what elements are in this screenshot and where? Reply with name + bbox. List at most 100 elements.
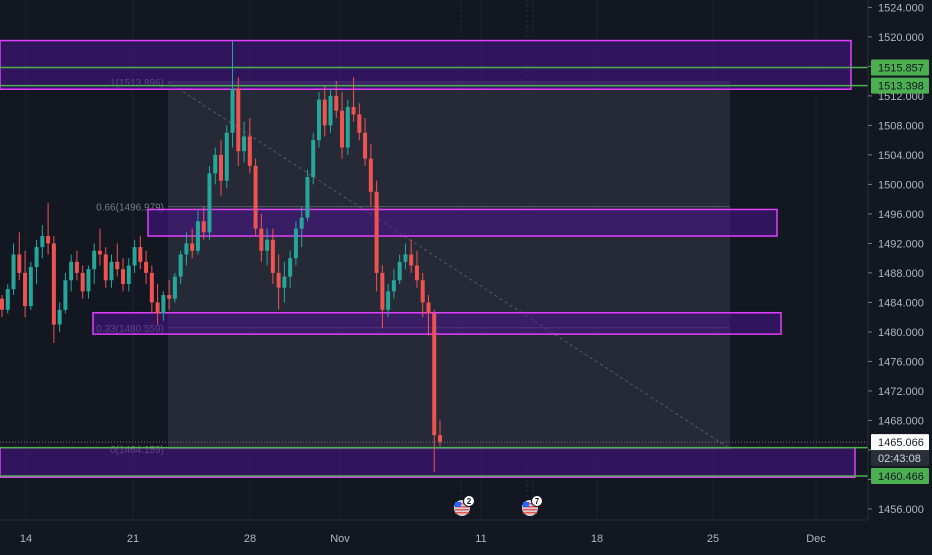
- countdown-bg: [871, 450, 929, 467]
- candle-body: [414, 265, 419, 281]
- candle-body: [374, 191, 379, 273]
- candle-body: [259, 228, 264, 251]
- candle-body: [155, 302, 160, 314]
- candle-body: [253, 165, 258, 229]
- candle-body: [426, 302, 431, 314]
- time-tick-label: Dec: [806, 533, 826, 545]
- candle-body: [328, 95, 333, 126]
- candle-body: [322, 99, 327, 126]
- level-price-tag: 1515.857: [878, 62, 924, 74]
- price-tick-label: 1524.000: [878, 2, 924, 14]
- flag-stripe: [455, 506, 469, 508]
- candle-body: [46, 236, 51, 244]
- candle-body: [115, 261, 120, 270]
- candle-body: [207, 173, 212, 233]
- candle-body: [242, 136, 247, 152]
- candle-body: [224, 132, 229, 181]
- candle-body: [420, 280, 425, 303]
- candle-body: [34, 247, 39, 268]
- last-price-tag: 1465.066: [878, 437, 924, 449]
- candle-body: [270, 239, 275, 273]
- candle-body: [121, 269, 126, 284]
- candle-body: [357, 114, 362, 133]
- candle-body: [288, 258, 293, 277]
- candle-body: [368, 158, 373, 192]
- price-tick-label: 1480.000: [878, 327, 924, 339]
- price-tick-label: 1492.000: [878, 238, 924, 250]
- flag-stripe: [455, 509, 469, 511]
- candle-body: [138, 247, 143, 262]
- badge-count-bubble: [531, 495, 543, 507]
- candle-body: [340, 110, 345, 148]
- candle-body: [57, 309, 62, 325]
- zone-top[interactable]: [0, 39, 852, 90]
- price-tick-label: 1500.000: [878, 179, 924, 191]
- price-tick-label: 1496.000: [878, 209, 924, 221]
- last-price-tag-bg: [871, 434, 929, 451]
- badge-count: 7: [535, 497, 540, 506]
- badge-count-bubble: [463, 495, 475, 507]
- level-price-tag-bg: [871, 77, 929, 94]
- level-price-tag-bg: [871, 59, 929, 76]
- flag-stripe: [455, 512, 469, 514]
- candle-body: [172, 276, 177, 299]
- flag-canton: [455, 502, 461, 507]
- candle-body: [397, 261, 402, 281]
- candle-body: [195, 221, 200, 251]
- economic-event-badge[interactable]: 2: [454, 495, 475, 517]
- candle-body: [201, 221, 206, 233]
- time-tick-label: 14: [20, 533, 32, 545]
- candle-body: [126, 265, 131, 284]
- candle-body: [40, 236, 45, 248]
- flag-stripe: [523, 503, 537, 505]
- candle-body: [403, 254, 408, 262]
- candle-body: [432, 313, 437, 436]
- candle-body: [132, 247, 137, 266]
- candle-body: [345, 106, 350, 148]
- time-tick-label: 28: [244, 533, 256, 545]
- candle-body: [28, 267, 33, 307]
- economic-event-badge[interactable]: 7: [522, 495, 543, 517]
- candle-body: [149, 272, 154, 303]
- fib-trend-line: [167, 81, 731, 450]
- candle-body: [161, 295, 166, 314]
- flag-canton: [523, 502, 529, 507]
- candle-body: [144, 261, 149, 273]
- level-price-tag: 1513.398: [878, 81, 924, 93]
- fib-level-label: 0.66(1496.979): [96, 203, 164, 214]
- flag-stripe: [523, 509, 537, 511]
- time-tick-label: 25: [707, 533, 719, 545]
- candle-body: [109, 261, 114, 281]
- price-tick-label: 1476.000: [878, 356, 924, 368]
- candle-body: [69, 261, 74, 281]
- price-tick-label: 1484.000: [878, 297, 924, 309]
- zone-lower[interactable]: [92, 311, 782, 335]
- candle-body: [282, 276, 287, 288]
- zone-bottom[interactable]: [0, 446, 856, 478]
- candle-body: [363, 132, 368, 159]
- candle-body: [184, 243, 189, 255]
- candle-body: [0, 298, 4, 310]
- time-tick-label: 18: [591, 533, 603, 545]
- candle-body: [236, 88, 241, 152]
- candle-body: [380, 272, 385, 310]
- countdown-label: 02:43:08: [878, 453, 921, 465]
- time-tick-label: Nov: [330, 533, 350, 545]
- candle-body: [409, 254, 414, 266]
- time-tick-label: 21: [127, 533, 139, 545]
- candle-body: [316, 99, 321, 141]
- candle-body: [74, 261, 79, 273]
- candle-body: [334, 95, 339, 111]
- candle-body: [391, 280, 396, 292]
- flag-stripe: [455, 503, 469, 505]
- candle-body: [230, 88, 235, 133]
- candle-body: [51, 243, 56, 325]
- price-tick-label: 1512.000: [878, 91, 924, 103]
- candle-body: [103, 254, 108, 281]
- candle-body: [386, 291, 391, 310]
- zone-mid[interactable]: [147, 208, 778, 237]
- price-tick-label: 1456.000: [878, 504, 924, 516]
- candle-body: [299, 217, 304, 229]
